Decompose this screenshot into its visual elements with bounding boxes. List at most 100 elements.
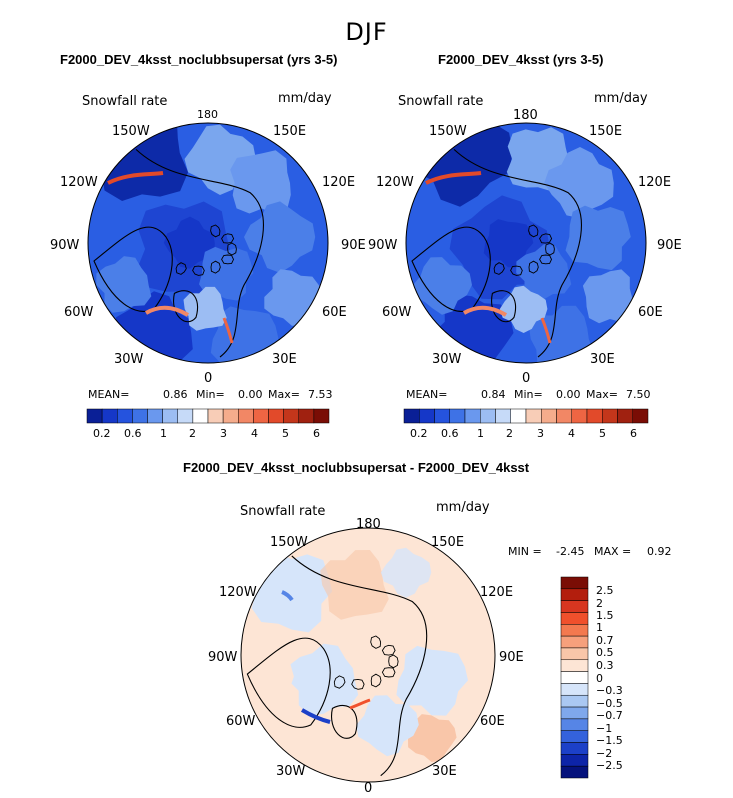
panel-3-colorbar-tick: −1.5 [596, 734, 623, 747]
field-patch [264, 269, 322, 326]
panel-2-colorbar-tick: 0.2 [410, 427, 428, 440]
field-patch [96, 256, 152, 313]
panel-1-colorbar-tick: 4 [251, 427, 258, 440]
high-snowfall-streak [144, 305, 190, 317]
panel-3-min-value: -2.45 [556, 545, 585, 558]
panel-3-colorbar-tick: 0 [596, 672, 603, 685]
colorbar-swatch [560, 694, 589, 708]
panel-1-colorbar-tick: 3 [220, 427, 227, 440]
field-patch [499, 285, 548, 333]
colorbar-swatch [403, 408, 420, 424]
field-patch [396, 645, 468, 716]
field-patch [199, 246, 254, 301]
panel-2-lon-label: 30W [432, 352, 462, 367]
map-field [406, 123, 646, 363]
colorbar-swatch [177, 408, 194, 424]
panel-3-lon-label: 180 [356, 517, 381, 532]
colorbar-swatch [556, 408, 572, 424]
panel-1-variable-label: Snowfall rate [82, 94, 168, 109]
colorbar-swatch [510, 408, 527, 424]
field-patch [249, 644, 294, 690]
colorbar-swatch [495, 408, 511, 424]
panel-3-lon-label: 90E [499, 650, 524, 665]
map-background [241, 528, 495, 782]
panel-2-lon-label: 150E [589, 124, 623, 139]
panel-1-mean-label: MEAN= [88, 388, 130, 401]
colorbar-swatch [162, 408, 178, 424]
panel-1-lon-label: 60W [64, 305, 94, 320]
panel-1-max-label: Max= [268, 388, 300, 401]
panel-3-lon-label: 120E [480, 585, 514, 600]
panel-2-colorbar-tick: 5 [599, 427, 606, 440]
panel-2-variable-label: Snowfall rate [398, 94, 484, 109]
panel-1-lon-label: 60E [322, 305, 347, 320]
colorbar-swatch [560, 754, 589, 767]
high-snowfall-streak [540, 317, 552, 344]
island-coastline [539, 233, 553, 244]
panel-1-title: F2000_DEV_4ksst_noclubbsupersat (yrs 3-5… [60, 52, 338, 67]
colorbar-swatch [268, 408, 284, 424]
field-patch [449, 195, 552, 300]
high-snowfall-streak [222, 317, 234, 344]
field-patch [210, 306, 279, 363]
positive-difference-streak [349, 698, 371, 710]
panel-1-lon-label: 90E [341, 238, 366, 253]
island-coastline [528, 224, 539, 238]
panel-2-lon-label: 120E [638, 175, 672, 190]
colorbar-swatch [192, 408, 209, 424]
island-coastline [175, 262, 187, 275]
panel-3-lon-label: 150W [270, 535, 308, 550]
high-snowfall-streak [425, 171, 482, 185]
panel-2-colorbar-tick: 4 [568, 427, 575, 440]
panel-1-colorbar-tick: 0.6 [124, 427, 142, 440]
panel-3-lon-label: 90W [208, 650, 238, 665]
panel-3-lon-label: 0 [364, 781, 373, 796]
island-coastline [370, 673, 382, 688]
panel-3-colorbar-tick: 0.5 [596, 646, 614, 659]
panel-1-max-value: 7.53 [308, 388, 333, 401]
field-patch [528, 305, 594, 363]
panel-1-lon-label: 150E [273, 124, 307, 139]
island-coastline [510, 265, 523, 276]
panel-1-min-label: Min= [196, 388, 225, 401]
field-patch [406, 123, 513, 207]
field-patch [244, 201, 316, 273]
coastline [411, 226, 491, 312]
panel-1-colorbar-tick: 1 [160, 427, 167, 440]
colorbar-swatch [617, 408, 633, 424]
negative-difference-streak [300, 708, 331, 724]
panel-1-lon-label: 30W [114, 352, 144, 367]
island-coastline [333, 675, 346, 689]
island-coastline [388, 654, 399, 669]
colorbar-swatch [560, 659, 589, 672]
colorbar-swatch [560, 765, 589, 779]
panel-3-colorbar-tick: 0.3 [596, 659, 614, 672]
panel-1-mean-value: 0.86 [163, 388, 188, 401]
island-coastline [227, 242, 237, 256]
colorbar-swatch [632, 408, 649, 424]
colorbar-swatch [298, 408, 315, 424]
panel-2-lon-label: 120W [376, 175, 414, 190]
colorbar-swatch [434, 408, 450, 424]
field-patch [582, 269, 635, 324]
panel-1-colorbar-tick: 2 [189, 427, 196, 440]
panel-3-colorbar-tick: 0.7 [596, 634, 614, 647]
panel-1-lon-label: 120E [322, 175, 356, 190]
panel-2-lon-label: 30E [590, 352, 615, 367]
panel-1-lon-label: 180 [197, 108, 218, 121]
colorbar-swatch [586, 408, 603, 424]
colorbar-swatch [560, 706, 589, 720]
panel-3-lon-label: 120W [219, 585, 257, 600]
colorbar-swatch [117, 408, 133, 424]
panel-2-lon-label: 0 [522, 371, 531, 386]
high-snowfall-streak [107, 171, 164, 185]
colorbar-swatch [86, 408, 103, 424]
colorbar-swatch [207, 408, 224, 424]
panel-2-max-label: Max= [586, 388, 618, 401]
colorbar-swatch [101, 408, 118, 424]
high-snowfall-streak [462, 305, 508, 317]
field-patch [544, 147, 614, 219]
panel-2-max-value: 7.50 [626, 388, 651, 401]
panel-3-lon-label: 60E [480, 714, 505, 729]
map-field [88, 123, 328, 363]
